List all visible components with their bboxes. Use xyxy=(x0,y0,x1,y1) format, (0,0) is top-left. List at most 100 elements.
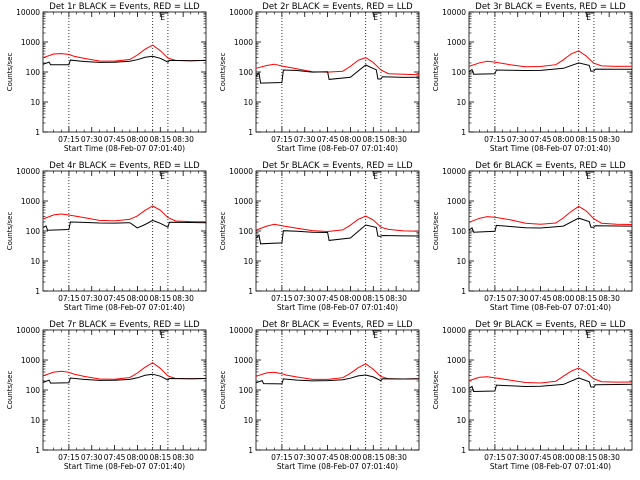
x-tick-label: 08:00 xyxy=(553,135,575,144)
series-events-line xyxy=(255,64,420,84)
y-axis-label: Counts/sec xyxy=(6,212,14,251)
y-tick-label: 1000 xyxy=(447,356,466,365)
series-lld-line xyxy=(255,57,420,76)
panel-title: Det 5r BLACK = Events, RED = LLD xyxy=(262,161,413,171)
x-tick-label: 07:15 xyxy=(58,135,80,144)
series-lld-line xyxy=(255,215,420,233)
series-events-line xyxy=(468,217,633,233)
y-axis-label: Counts/sec xyxy=(6,371,14,410)
x-tick-label: 07:30 xyxy=(294,294,316,303)
series-lld-line xyxy=(42,205,207,223)
x-axis-label: Start Time (08-Feb-07 07:01:40) xyxy=(64,303,185,312)
x-tick-label: 07:30 xyxy=(81,294,103,303)
panel-det-9: Det 9r BLACK = Events, RED = LLD 1 10 100 10… xyxy=(432,320,633,471)
x-tick-label: 07:15 xyxy=(484,294,506,303)
series-events-line xyxy=(468,377,633,393)
y-tick-label: 1 xyxy=(461,287,466,296)
panel-det-6: Det 6r BLACK = Events, RED = LLD 1 10 100 10… xyxy=(432,161,633,312)
panel-title: Det 2r BLACK = Events, RED = LLD xyxy=(262,2,413,12)
x-tick-label: 08:30 xyxy=(598,135,620,144)
y-tick-label: 1000 xyxy=(234,38,253,47)
x-tick-label: 07:15 xyxy=(271,453,293,462)
y-tick-label: 10 xyxy=(456,257,466,266)
y-tick-label: 100 xyxy=(26,386,41,395)
x-tick-label: 07:30 xyxy=(507,294,529,303)
y-tick-label: 10000 xyxy=(16,326,40,335)
panel-det-3: Det 3r BLACK = Events, RED = LLD 1 10 100 10… xyxy=(432,2,633,153)
y-axis-label: Counts/sec xyxy=(432,53,440,92)
x-tick-label: 07:45 xyxy=(104,294,126,303)
series-lld-line xyxy=(42,44,207,62)
x-tick-label: 08:30 xyxy=(172,453,194,462)
flag-label: E xyxy=(373,13,378,22)
x-tick-label: 08:30 xyxy=(172,135,194,144)
x-tick-label: 08:00 xyxy=(340,294,362,303)
x-axis-label: Start Time (08-Feb-07 07:01:40) xyxy=(64,462,185,471)
y-tick-label: 10 xyxy=(243,416,253,425)
x-axis-label: Start Time (08-Feb-07 07:01:40) xyxy=(490,303,611,312)
y-tick-label: 1000 xyxy=(21,197,40,206)
y-axis-label: Counts/sec xyxy=(432,371,440,410)
series-events-line xyxy=(42,219,207,231)
y-tick-label: 10000 xyxy=(442,326,466,335)
x-axis-label: Start Time (08-Feb-07 07:01:40) xyxy=(490,144,611,153)
y-axis-label: Counts/sec xyxy=(219,212,227,251)
x-tick-label: 08:30 xyxy=(385,135,407,144)
series-events-line xyxy=(255,224,420,245)
y-tick-label: 1 xyxy=(248,128,253,137)
flag-label: E xyxy=(586,13,591,22)
y-tick-label: 10000 xyxy=(229,167,253,176)
x-tick-label: 07:30 xyxy=(294,453,316,462)
x-tick-label: 08:00 xyxy=(340,135,362,144)
series-events-line xyxy=(42,55,207,66)
y-tick-label: 10 xyxy=(30,98,40,107)
x-tick-label: 07:45 xyxy=(317,135,339,144)
x-tick-label: 07:15 xyxy=(58,453,80,462)
x-tick-label: 07:45 xyxy=(104,135,126,144)
x-axis-label: Start Time (08-Feb-07 07:01:40) xyxy=(277,144,398,153)
series-lld-line xyxy=(42,362,207,380)
x-tick-label: 07:30 xyxy=(81,453,103,462)
y-tick-label: 10 xyxy=(456,98,466,107)
y-tick-label: 1 xyxy=(35,287,40,296)
flag-label: E xyxy=(586,172,591,181)
panel-det-4: Det 4r BLACK = Events, RED = LLD 1 10 100 10… xyxy=(6,161,207,312)
x-tick-label: 07:45 xyxy=(530,294,552,303)
y-tick-label: 1 xyxy=(35,128,40,137)
x-tick-label: 07:30 xyxy=(507,135,529,144)
y-tick-label: 100 xyxy=(26,227,41,236)
y-tick-label: 100 xyxy=(452,227,467,236)
x-tick-label: 08:30 xyxy=(598,453,620,462)
x-tick-label: 08:30 xyxy=(385,453,407,462)
flag-label: E xyxy=(160,13,165,22)
flag-label: E xyxy=(586,331,591,340)
y-tick-label: 1 xyxy=(248,287,253,296)
x-tick-label: 08:00 xyxy=(127,135,149,144)
panel-det-7: Det 7r BLACK = Events, RED = LLD 1 10 100 10… xyxy=(6,320,207,471)
series-lld-line xyxy=(255,363,420,380)
panel-det-8: Det 8r BLACK = Events, RED = LLD 1 10 100 10… xyxy=(219,320,420,471)
x-tick-label: 07:45 xyxy=(104,453,126,462)
x-tick-label: 08:15 xyxy=(575,294,597,303)
y-tick-label: 100 xyxy=(239,386,254,395)
x-tick-label: 07:15 xyxy=(484,453,506,462)
x-tick-label: 08:15 xyxy=(575,135,597,144)
x-tick-label: 07:45 xyxy=(530,453,552,462)
y-axis-label: Counts/sec xyxy=(219,53,227,92)
x-tick-label: 08:15 xyxy=(149,135,171,144)
y-tick-label: 100 xyxy=(239,227,254,236)
y-tick-label: 1 xyxy=(35,446,40,455)
y-tick-label: 1000 xyxy=(234,356,253,365)
x-tick-label: 08:15 xyxy=(575,453,597,462)
y-tick-label: 10 xyxy=(243,98,253,107)
panel-title: Det 4r BLACK = Events, RED = LLD xyxy=(49,161,200,171)
x-tick-label: 08:00 xyxy=(127,294,149,303)
x-axis-label: Start Time (08-Feb-07 07:01:40) xyxy=(490,462,611,471)
y-tick-label: 10 xyxy=(30,416,40,425)
x-tick-label: 08:00 xyxy=(127,453,149,462)
x-tick-label: 07:15 xyxy=(271,294,293,303)
y-tick-label: 1 xyxy=(461,446,466,455)
y-axis-label: Counts/sec xyxy=(219,371,227,410)
y-tick-label: 10000 xyxy=(229,8,253,17)
